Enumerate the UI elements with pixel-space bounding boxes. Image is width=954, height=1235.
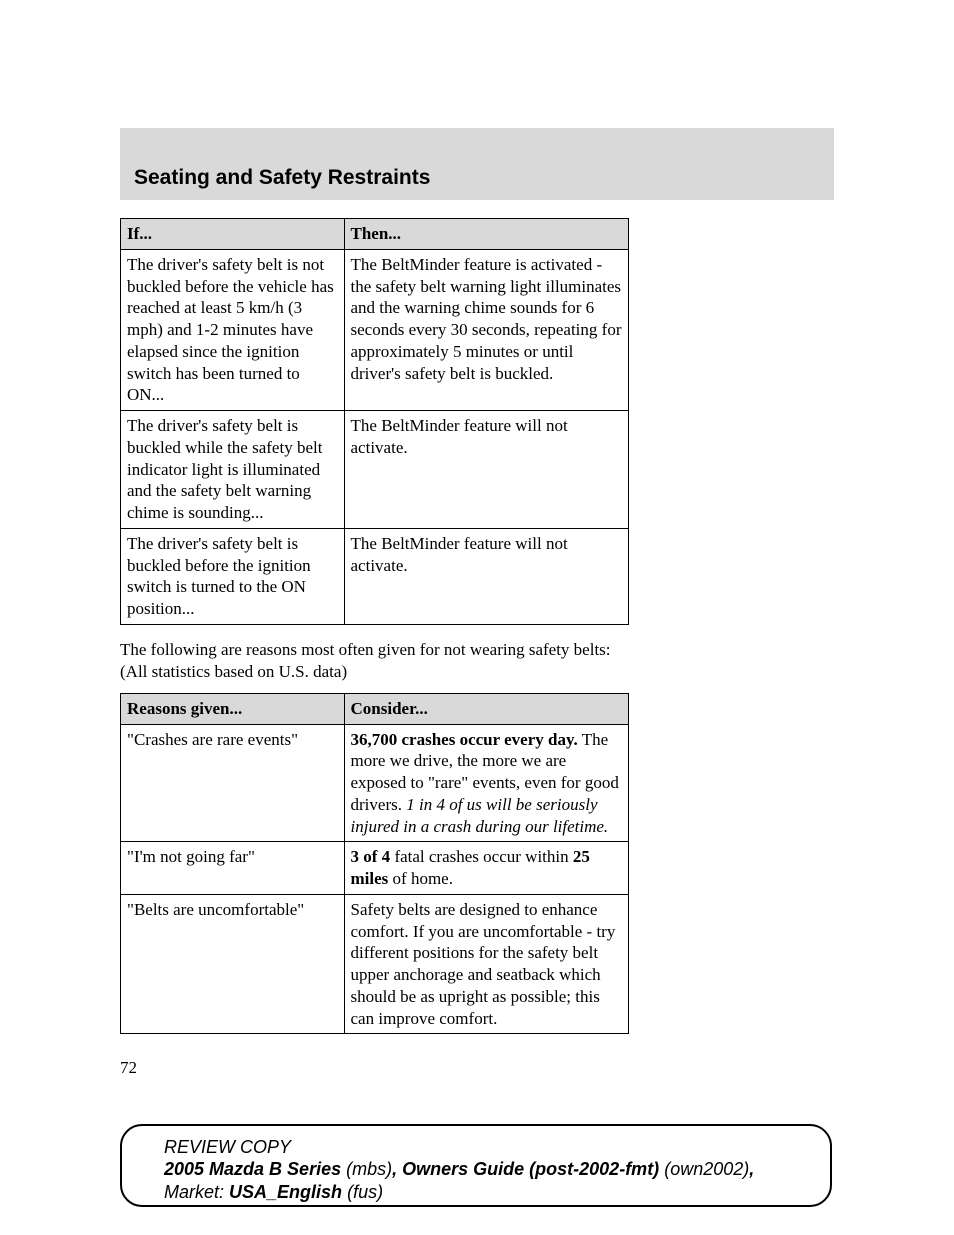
footer-line3: Market: USA_English (fus): [164, 1181, 788, 1204]
table2-cell-consider: 3 of 4 fatal crashes occur within 25 mil…: [344, 842, 628, 895]
footer-model: 2005 Mazda B Series: [164, 1159, 341, 1179]
table1-cell-if: The driver's safety belt is buckled befo…: [121, 528, 345, 624]
table2-cell-reason: "Crashes are rare events": [121, 724, 345, 842]
footer-market: USA_English: [229, 1182, 342, 1202]
footer-box: REVIEW COPY 2005 Mazda B Series (mbs), O…: [120, 1124, 832, 1208]
footer-guide: Owners Guide (post-2002-fmt): [402, 1159, 659, 1179]
table2-cell-reason: "Belts are uncomfortable": [121, 894, 345, 1034]
table1-cell-then: The BeltMinder feature will not activate…: [344, 411, 628, 529]
footer-line2: 2005 Mazda B Series (mbs), Owners Guide …: [164, 1158, 788, 1181]
table-row: The driver's safety belt is buckled whil…: [121, 411, 629, 529]
table2-cell-consider: Safety belts are designed to enhance com…: [344, 894, 628, 1034]
table-row: The driver's safety belt is not buckled …: [121, 249, 629, 410]
table2-header-consider: Consider...: [344, 693, 628, 724]
table1-header-then: Then...: [344, 219, 628, 250]
table-row: "Crashes are rare events" 36,700 crashes…: [121, 724, 629, 842]
footer-market-code: (fus): [347, 1182, 383, 1202]
table1-header-if: If...: [121, 219, 345, 250]
table1-cell-if: The driver's safety belt is buckled whil…: [121, 411, 345, 529]
footer-review: REVIEW COPY: [164, 1136, 788, 1159]
intro-paragraph: The following are reasons most often giv…: [120, 639, 834, 683]
table1-cell-then: The BeltMinder feature is activated - th…: [344, 249, 628, 410]
footer-model-code: (mbs): [346, 1159, 392, 1179]
beltminder-table: If... Then... The driver's safety belt i…: [120, 218, 629, 625]
section-header-bar: Seating and Safety Restraints: [120, 128, 834, 200]
table2-header-reasons: Reasons given...: [121, 693, 345, 724]
footer-market-label: Market:: [164, 1182, 224, 1202]
page-content: Seating and Safety Restraints If... Then…: [0, 0, 954, 1078]
table-row: The driver's safety belt is buckled befo…: [121, 528, 629, 624]
section-title: Seating and Safety Restraints: [134, 166, 430, 190]
table1-cell-if: The driver's safety belt is not buckled …: [121, 249, 345, 410]
table2-cell-consider: 36,700 crashes occur every day. The more…: [344, 724, 628, 842]
reasons-table: Reasons given... Consider... "Crashes ar…: [120, 693, 629, 1035]
table2-cell-reason: "I'm not going far": [121, 842, 345, 895]
table-row: "I'm not going far" 3 of 4 fatal crashes…: [121, 842, 629, 895]
footer-guide-code: (own2002): [664, 1159, 749, 1179]
intro-line1: The following are reasons most often giv…: [120, 640, 611, 659]
page-number: 72: [120, 1058, 834, 1078]
intro-line2: (All statistics based on U.S. data): [120, 662, 347, 681]
table-row: "Belts are uncomfortable" Safety belts a…: [121, 894, 629, 1034]
table1-cell-then: The BeltMinder feature will not activate…: [344, 528, 628, 624]
